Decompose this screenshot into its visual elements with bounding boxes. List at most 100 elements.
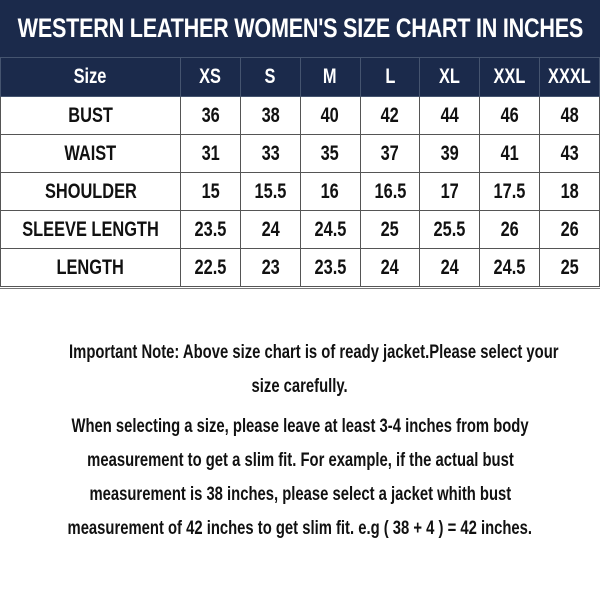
table-cell: 46 <box>479 96 541 135</box>
table-row: SLEEVE LENGTH 23.5 24 24.5 25 25.5 26 26 <box>0 210 600 249</box>
chart-title: WESTERN LEATHER WOMEN'S SIZE CHART IN IN… <box>17 13 583 43</box>
table-cell: 41 <box>479 134 541 173</box>
cell-value: 24.5 <box>493 255 526 279</box>
header-label: XXL <box>493 65 526 88</box>
cell-value: 39 <box>440 141 459 165</box>
table-cell: 16.5 <box>359 172 421 211</box>
cell-value: 25 <box>560 255 579 279</box>
cell-value: 25 <box>380 217 400 241</box>
table-cell: 25 <box>359 210 421 249</box>
note-text: When selecting a size, please leave at l… <box>71 416 529 437</box>
header-m: M <box>299 57 361 97</box>
table-header-row: Size XS S M L XL XXL XXXL <box>0 57 600 97</box>
cell-value: 17.5 <box>493 179 526 203</box>
note-line: size carefully. <box>0 370 600 404</box>
cell-value: SLEEVE LENGTH <box>22 217 159 241</box>
cell-value: SHOULDER <box>44 179 137 203</box>
note-line: measurement to get a slim fit. For examp… <box>0 444 600 478</box>
header-label: M <box>323 65 337 88</box>
row-label: WAIST <box>0 134 181 173</box>
header-xs: XS <box>180 57 241 97</box>
table-cell: 36 <box>180 96 241 135</box>
cell-value: 18 <box>560 179 579 203</box>
header-l: L <box>359 57 421 97</box>
cell-value: 23 <box>261 255 280 279</box>
cell-value: 38 <box>261 103 280 127</box>
cell-value: 16.5 <box>374 179 406 203</box>
row-label: SHOULDER <box>0 172 181 211</box>
table-cell: 24 <box>419 248 481 287</box>
table-cell: 44 <box>419 96 481 135</box>
cell-value: 23.5 <box>194 217 227 241</box>
note-line: When selecting a size, please leave at l… <box>0 410 600 444</box>
table-cell: 40 <box>299 96 361 135</box>
cell-value: 16 <box>320 179 340 203</box>
cell-value: 26 <box>560 217 579 241</box>
note-text: Important Note: Above size chart is of r… <box>69 342 559 363</box>
cell-value: 24 <box>261 217 280 241</box>
header-label: S <box>264 65 276 88</box>
cell-value: 40 <box>320 103 340 127</box>
divider <box>0 288 600 289</box>
cell-value: 44 <box>440 103 459 127</box>
important-note: Important Note: Above size chart is of r… <box>0 336 600 546</box>
table-row: SHOULDER 15 15.5 16 16.5 17 17.5 18 <box>0 172 600 211</box>
note-line: measurement of 42 inches to get slim fit… <box>0 512 600 546</box>
header-size: Size <box>0 57 181 97</box>
header-xl: XL <box>419 57 481 97</box>
table-cell: 15 <box>180 172 241 211</box>
cell-value: 15.5 <box>254 179 287 203</box>
row-label: LENGTH <box>0 248 181 287</box>
row-label: BUST <box>0 96 181 135</box>
table-cell: 16 <box>299 172 361 211</box>
table-cell: 33 <box>239 134 301 173</box>
table-cell: 42 <box>359 96 421 135</box>
header-xxxl: XXXL <box>539 57 600 97</box>
cell-value: 25.5 <box>433 217 466 241</box>
table-cell: 25 <box>539 248 600 287</box>
cell-value: 48 <box>560 103 579 127</box>
table-cell: 38 <box>239 96 301 135</box>
cell-value: 24 <box>440 255 459 279</box>
note-text: measurement is 38 inches, please select … <box>89 484 511 505</box>
note-text: measurement to get a slim fit. For examp… <box>86 450 514 471</box>
cell-value: 42 <box>380 103 400 127</box>
table-cell: 37 <box>359 134 421 173</box>
cell-value: LENGTH <box>56 255 125 279</box>
cell-value: 26 <box>500 217 519 241</box>
cell-value: 17 <box>440 179 459 203</box>
table-cell: 24.5 <box>479 248 541 287</box>
note-text: size carefully. <box>251 376 349 397</box>
table-row: BUST 36 38 40 42 44 46 48 <box>0 96 600 135</box>
cell-value: WAIST <box>64 141 117 165</box>
header-xxl: XXL <box>479 57 541 97</box>
table-row: WAIST 31 33 35 37 39 41 43 <box>0 134 600 173</box>
table-cell: 39 <box>419 134 481 173</box>
cell-value: 24 <box>380 255 400 279</box>
cell-value: 22.5 <box>194 255 227 279</box>
table-cell: 31 <box>180 134 241 173</box>
header-label: L <box>384 65 395 88</box>
cell-value: 15 <box>201 179 220 203</box>
table-row: LENGTH 22.5 23 23.5 24 24 24.5 25 <box>0 248 600 287</box>
cell-value: 33 <box>261 141 280 165</box>
table-cell: 24 <box>239 210 301 249</box>
cell-value: 24.5 <box>314 217 347 241</box>
cell-value: 41 <box>500 141 519 165</box>
cell-value: 37 <box>380 141 400 165</box>
table-cell: 25.5 <box>419 210 481 249</box>
header-label: Size <box>74 65 107 88</box>
table-cell: 26 <box>539 210 600 249</box>
chart-title-banner: WESTERN LEATHER WOMEN'S SIZE CHART IN IN… <box>0 0 600 57</box>
table-cell: 43 <box>539 134 600 173</box>
header-label: XS <box>199 65 222 88</box>
header-label: XL <box>439 65 461 88</box>
cell-value: 36 <box>201 103 220 127</box>
cell-value: 46 <box>500 103 519 127</box>
table-cell: 22.5 <box>180 248 241 287</box>
table-cell: 17 <box>419 172 481 211</box>
table-cell: 26 <box>479 210 541 249</box>
table-cell: 24.5 <box>299 210 361 249</box>
cell-value: 43 <box>560 141 579 165</box>
header-label: XXXL <box>548 65 591 88</box>
